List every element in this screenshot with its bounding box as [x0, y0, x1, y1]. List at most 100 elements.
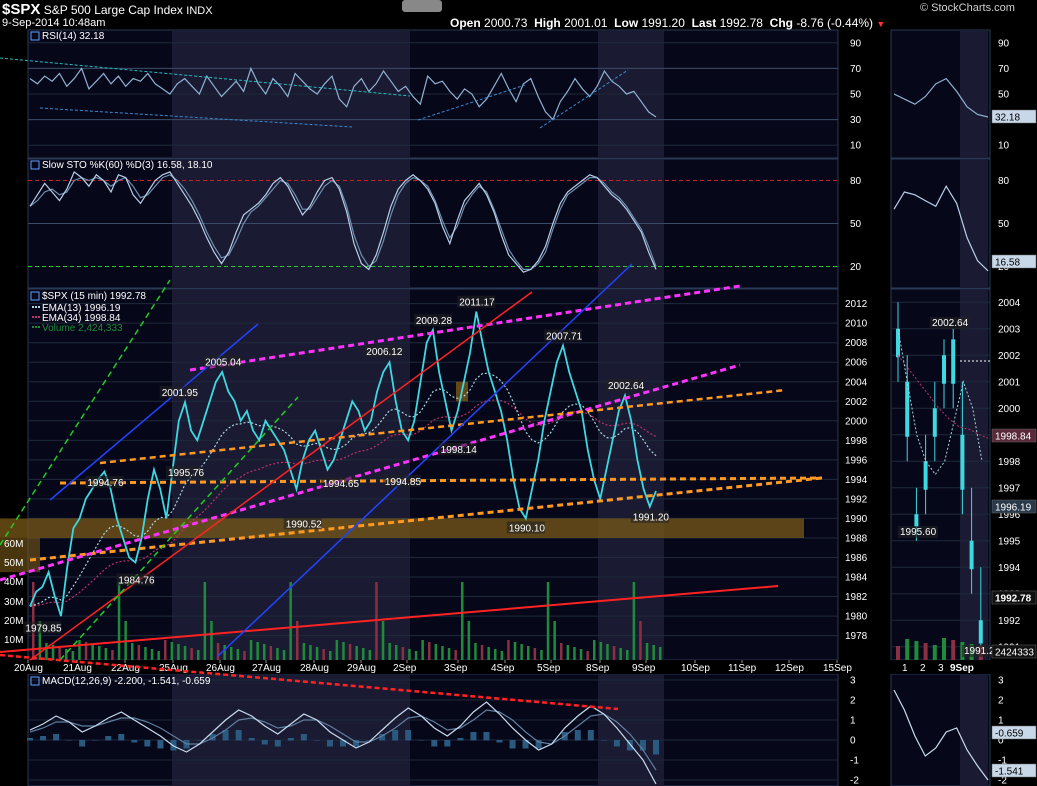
macd-panel: 3 2 1 0 -1 -2 MACD(12,26,9) -2.200, -1.541, -0…: [0, 653, 859, 786]
volume-bar: [355, 646, 358, 660]
inset-macd-tick-1: 1: [998, 716, 1004, 727]
volume-bar: [652, 645, 655, 660]
inset-candle: [951, 339, 956, 384]
inset-volume-bar: [951, 640, 956, 660]
macd-hist-bar: [79, 740, 86, 747]
volume-bar: [533, 648, 537, 660]
volume-bar: [441, 646, 444, 660]
value-tag: 1998.84: [995, 432, 1032, 443]
inset-ema34: [897, 354, 991, 440]
volume-bar: [223, 645, 226, 660]
macd-hist-bar: [444, 740, 451, 747]
price-label: 2009.28: [416, 316, 453, 327]
price-label: 2006.12: [366, 347, 403, 358]
macd-tick-0: 0: [850, 736, 856, 747]
inset-candle: [905, 381, 910, 437]
inset-x-tick: 3: [938, 663, 944, 674]
volume-bar: [84, 642, 88, 660]
red-trendline-1: [29, 291, 533, 661]
x-tick-label: 22Aug: [111, 663, 140, 674]
volume-bar: [276, 648, 279, 660]
value-tag-bg: [991, 644, 1037, 659]
exchange: INDX: [186, 5, 213, 17]
sto-tick-50: 50: [850, 219, 862, 230]
volume-bar: [513, 642, 517, 660]
value-tag-bg: [991, 499, 1037, 514]
price-label: 2002.64: [608, 381, 645, 392]
low-value: 1991.20: [641, 16, 685, 30]
price-label-bg: [23, 621, 62, 634]
inset-volume-bar: [896, 646, 900, 660]
price-label: 2005.04: [205, 358, 242, 369]
inset-sto-line: [893, 184, 989, 272]
macd-hist-bar: [639, 740, 646, 751]
macd-hist-bar: [366, 740, 373, 741]
open-label: Open: [450, 16, 481, 30]
x-tick-label: 2Sep: [393, 663, 417, 674]
low-label: Low: [614, 16, 639, 30]
volume-bar: [599, 642, 603, 660]
red-trendline-2: [0, 585, 779, 653]
rsi-panel: 90 70 50 30 10 RSI(14) 32.18: [0, 31, 862, 152]
macd-hist-bar: [574, 730, 581, 741]
volume-bar: [309, 645, 312, 660]
sto-tick-80: 80: [850, 176, 862, 187]
value-tag: 2424333: [995, 648, 1034, 659]
rsi-legend-icon: [30, 31, 40, 41]
price-panel: 2012 2010 2008 2006 2004 2002 2000 1998 1996 1994…: [0, 263, 868, 674]
price-tick-1980: 1980: [845, 612, 868, 623]
volume-bar: [216, 643, 220, 660]
volume-bar: [421, 640, 424, 660]
toolbar-handle[interactable]: [402, 0, 442, 12]
inset-candle: [942, 355, 946, 384]
price-tick-1990: 1990: [845, 514, 868, 525]
price-label-bg: [203, 355, 242, 368]
volume-bar: [500, 651, 504, 660]
price-label: 1998.14: [441, 445, 478, 456]
price-label-bg: [382, 475, 421, 488]
inset-label-bg: [898, 526, 938, 538]
macd-hist-bar: [626, 740, 633, 751]
macd-hist-bar: [248, 738, 255, 741]
value-tag-bg: [991, 590, 1037, 605]
price-tick-1992: 1992: [845, 494, 868, 505]
last-value: 1992.78: [719, 16, 763, 30]
macd-hist-bar: [66, 740, 73, 741]
orange-trendline-1: [59, 476, 823, 485]
volume-bar: [579, 649, 583, 660]
inset-tick-2004: 2004: [998, 298, 1021, 309]
volume-bar: [467, 621, 471, 660]
inset-volume-bar: [932, 645, 937, 660]
volume-bar: [236, 649, 240, 660]
volume-bar: [507, 640, 510, 660]
macd-hist-bar: [105, 736, 112, 741]
volume-bar: [58, 647, 61, 660]
value-tag-bg: [991, 109, 1037, 124]
price-tick-2000: 2000: [845, 416, 868, 427]
x-tick-label: 9Sep: [632, 663, 656, 674]
volume-bar: [573, 647, 576, 660]
high-label: High: [534, 16, 561, 30]
macd-red-trendline: [0, 653, 619, 711]
inset-tick-2001: 2001: [998, 377, 1021, 388]
inset-x-tick: 1: [902, 663, 908, 674]
rsi-trendline-2: [39, 107, 353, 128]
macd-hist-bar: [196, 740, 203, 741]
last-label: Last: [691, 16, 717, 30]
volume-bar: [150, 649, 154, 660]
price-tick-1984: 1984: [845, 573, 868, 584]
sto-tick-20: 20: [850, 262, 862, 273]
volume-bar: [461, 582, 464, 660]
macd-hist-bar: [496, 740, 503, 743]
volume-bar: [612, 646, 616, 660]
x-tick-label: 26Aug: [206, 663, 235, 674]
inset-rsi-tick-70: 70: [998, 64, 1010, 75]
inset-rsi-tick-10: 10: [998, 141, 1010, 152]
x-tick-label: 10Sep: [681, 663, 710, 674]
volume-bar: [289, 582, 292, 660]
chg-label: Chg: [769, 16, 793, 30]
high-value: 2001.01: [564, 16, 608, 30]
volume-bar: [487, 647, 490, 660]
volume-bar: [408, 649, 411, 660]
volume-tick-30M: 30M: [4, 597, 23, 608]
